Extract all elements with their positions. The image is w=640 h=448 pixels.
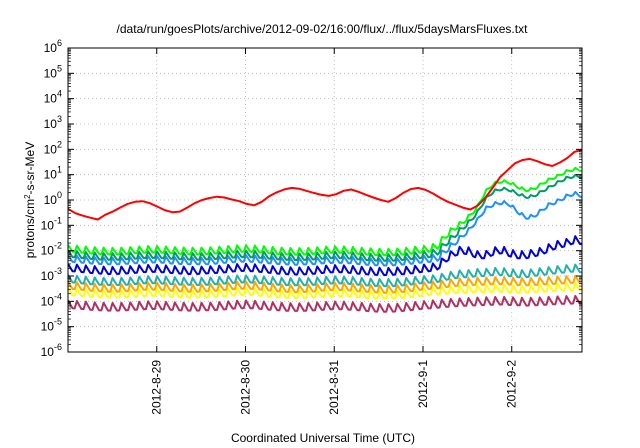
chart-title: /data/run/goesPlots/archive/2012-09-02/1… (117, 22, 529, 36)
y-axis-label-rest: -s-sr-MeV (23, 142, 37, 195)
y-tick-label: 10-2 (41, 241, 62, 258)
y-tick-label: 103 (44, 114, 62, 131)
series-lines (68, 148, 582, 313)
y-tick-label: 105 (44, 63, 62, 80)
x-tick-label: 2012-8-30 (238, 360, 252, 415)
series-line (68, 294, 582, 313)
y-tick-label: 101 (44, 165, 62, 182)
y-tick-label: 10-6 (41, 342, 62, 359)
y-tick-label: 102 (44, 139, 62, 156)
x-tick-label: 2012-9-2 (505, 360, 519, 408)
x-tick-label: 2012-9-1 (416, 360, 430, 408)
y-tick-label: 100 (44, 190, 62, 207)
x-tick-label: 2012-8-29 (150, 360, 164, 415)
series-line (68, 235, 582, 276)
y-axis-label-main: protons/cm (23, 199, 37, 258)
y-axis-label: protons/cm2-s-sr-MeV (23, 142, 37, 258)
series-line (68, 148, 582, 221)
y-tick-label: 10-5 (41, 317, 62, 334)
y-tick-label: 10-4 (41, 291, 62, 308)
y-tick-label: 10-1 (41, 215, 62, 232)
series-line (68, 263, 582, 288)
series-line (68, 190, 582, 267)
y-axis-label-superscript: 2 (23, 194, 32, 199)
series-line (68, 282, 582, 300)
y-tick-label: 104 (44, 89, 62, 106)
y-tick-label: 10-3 (41, 266, 62, 283)
y-axis-ticks: 10-6 10-5 10-4 10-3 10-2 10-1 100 101 102 103 104 1… (41, 38, 582, 359)
series-line (68, 274, 582, 294)
x-tick-label: 2012-8-31 (327, 360, 341, 415)
y-tick-label: 106 (44, 38, 62, 55)
x-axis-label: Coordinated Universal Time (UTC) (231, 431, 415, 445)
x-axis-ticks: 2012-8-29 2012-8-30 2012-8-31 2012-9-1 2012-… (150, 48, 519, 415)
series-line (68, 173, 582, 262)
